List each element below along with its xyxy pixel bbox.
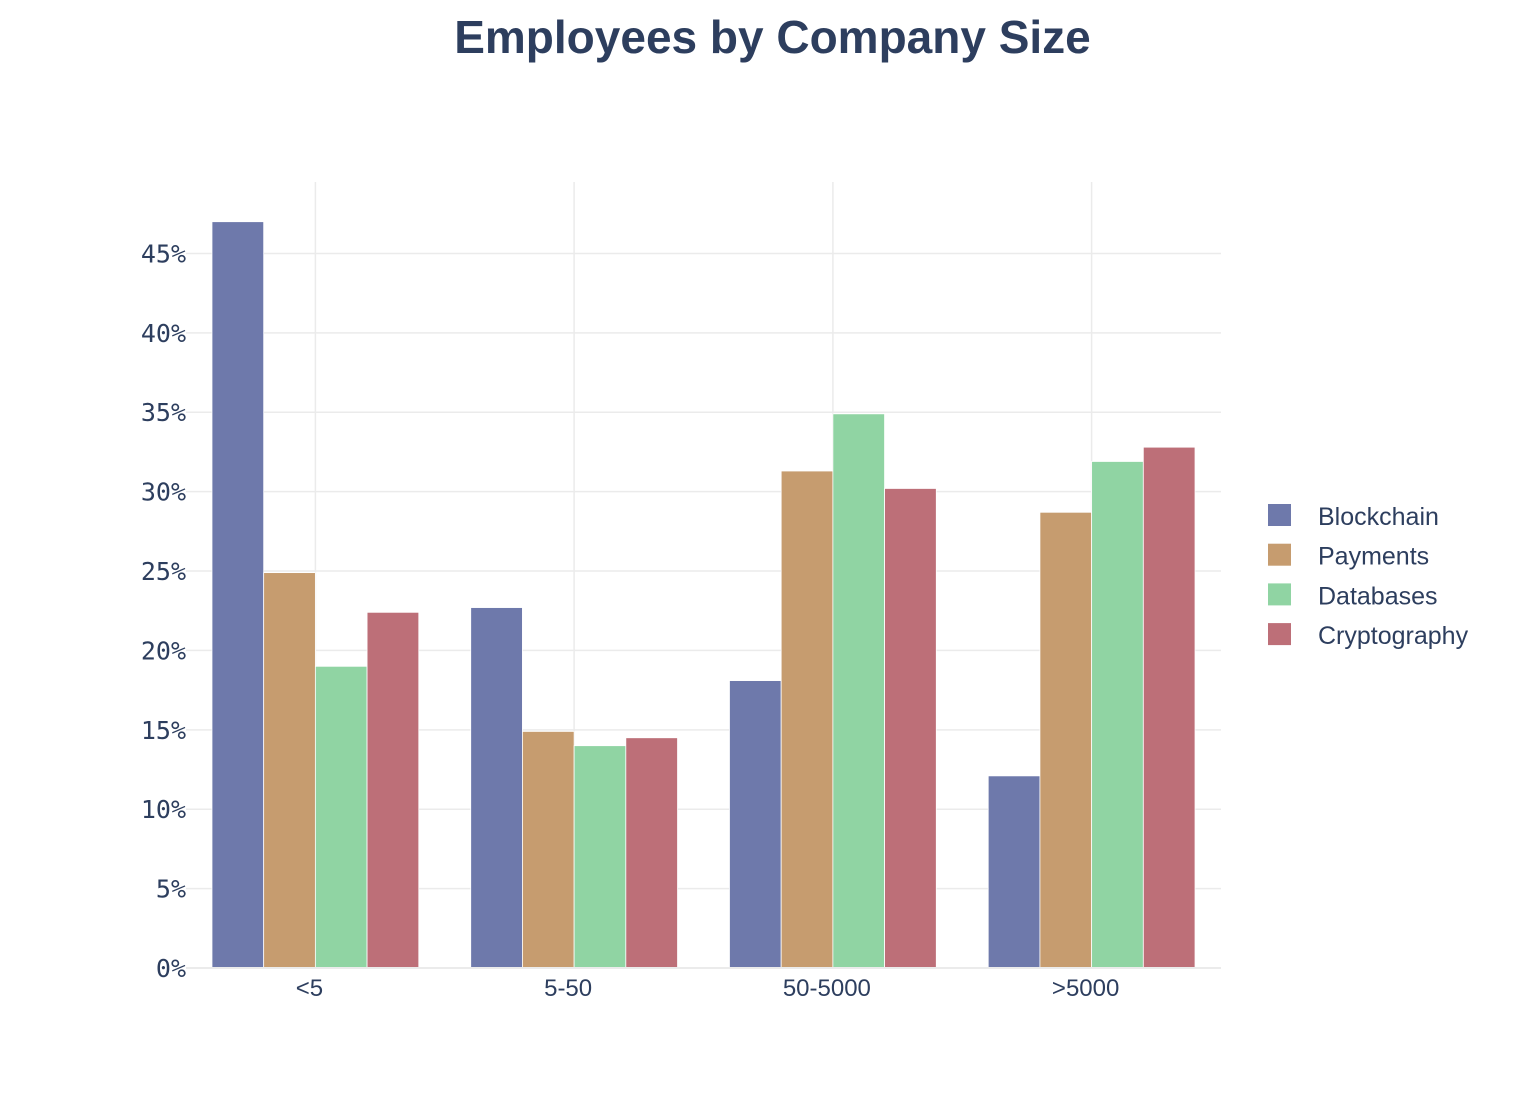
legend-swatch-databases [1268, 583, 1291, 606]
chart-title: Employees by Company Size [454, 11, 1091, 63]
bar-payments-2 [522, 731, 575, 969]
y-tick-label: 5% [156, 875, 186, 904]
bar-blockchain-3 [729, 680, 782, 969]
bar-databases-2 [573, 745, 627, 969]
bar-payments-4 [1039, 511, 1093, 969]
bar-databases-1 [314, 665, 368, 969]
y-tick-label: 25% [141, 557, 186, 586]
legend-swatch-blockchain [1268, 504, 1291, 526]
bar-cryptography-4 [1142, 446, 1196, 969]
y-tick-label: 30% [141, 478, 186, 507]
x-tick-label: 50-5000 [783, 975, 871, 1002]
bar-payments-3 [780, 470, 834, 969]
bar-databases-4 [1091, 461, 1144, 969]
legend-label-cryptography: Cryptography [1318, 622, 1469, 650]
y-tick-label: 35% [141, 398, 186, 427]
y-tick-label: 15% [141, 716, 186, 745]
bar-blockchain-4 [987, 775, 1041, 969]
bar-cryptography-3 [884, 488, 937, 969]
y-tick-label: 45% [141, 239, 186, 268]
x-tick-label: 5-50 [544, 975, 592, 1002]
legend-label-blockchain: Blockchain [1318, 503, 1439, 531]
bar-blockchain-1 [211, 221, 265, 969]
x-axis: <5 5-50 50-5000 >5000 [186, 967, 1221, 1002]
x-tick-label: >5000 [1052, 975, 1119, 1002]
legend: Blockchain Payments Databases Cryptography [1268, 503, 1469, 650]
y-axis: 0% 5% 10% 15% 20% 25% 30% 35% 40% 45% [141, 239, 186, 983]
legend-label-databases: Databases [1318, 582, 1438, 610]
bar-cryptography-1 [366, 611, 420, 969]
bar-databases-3 [832, 413, 885, 969]
y-tick-label: 20% [141, 636, 186, 665]
legend-swatch-payments [1268, 543, 1291, 566]
bars [211, 221, 1196, 969]
bar-payments-1 [263, 572, 316, 969]
y-tick-label: 10% [141, 795, 186, 824]
y-tick-label: 40% [141, 319, 186, 348]
x-tick-label: <5 [296, 975, 323, 1002]
legend-swatch-cryptography [1268, 623, 1291, 646]
bar-cryptography-2 [625, 737, 678, 969]
legend-label-payments: Payments [1318, 543, 1429, 571]
y-tick-label: 0% [156, 954, 186, 983]
bar-blockchain-2 [470, 607, 523, 969]
